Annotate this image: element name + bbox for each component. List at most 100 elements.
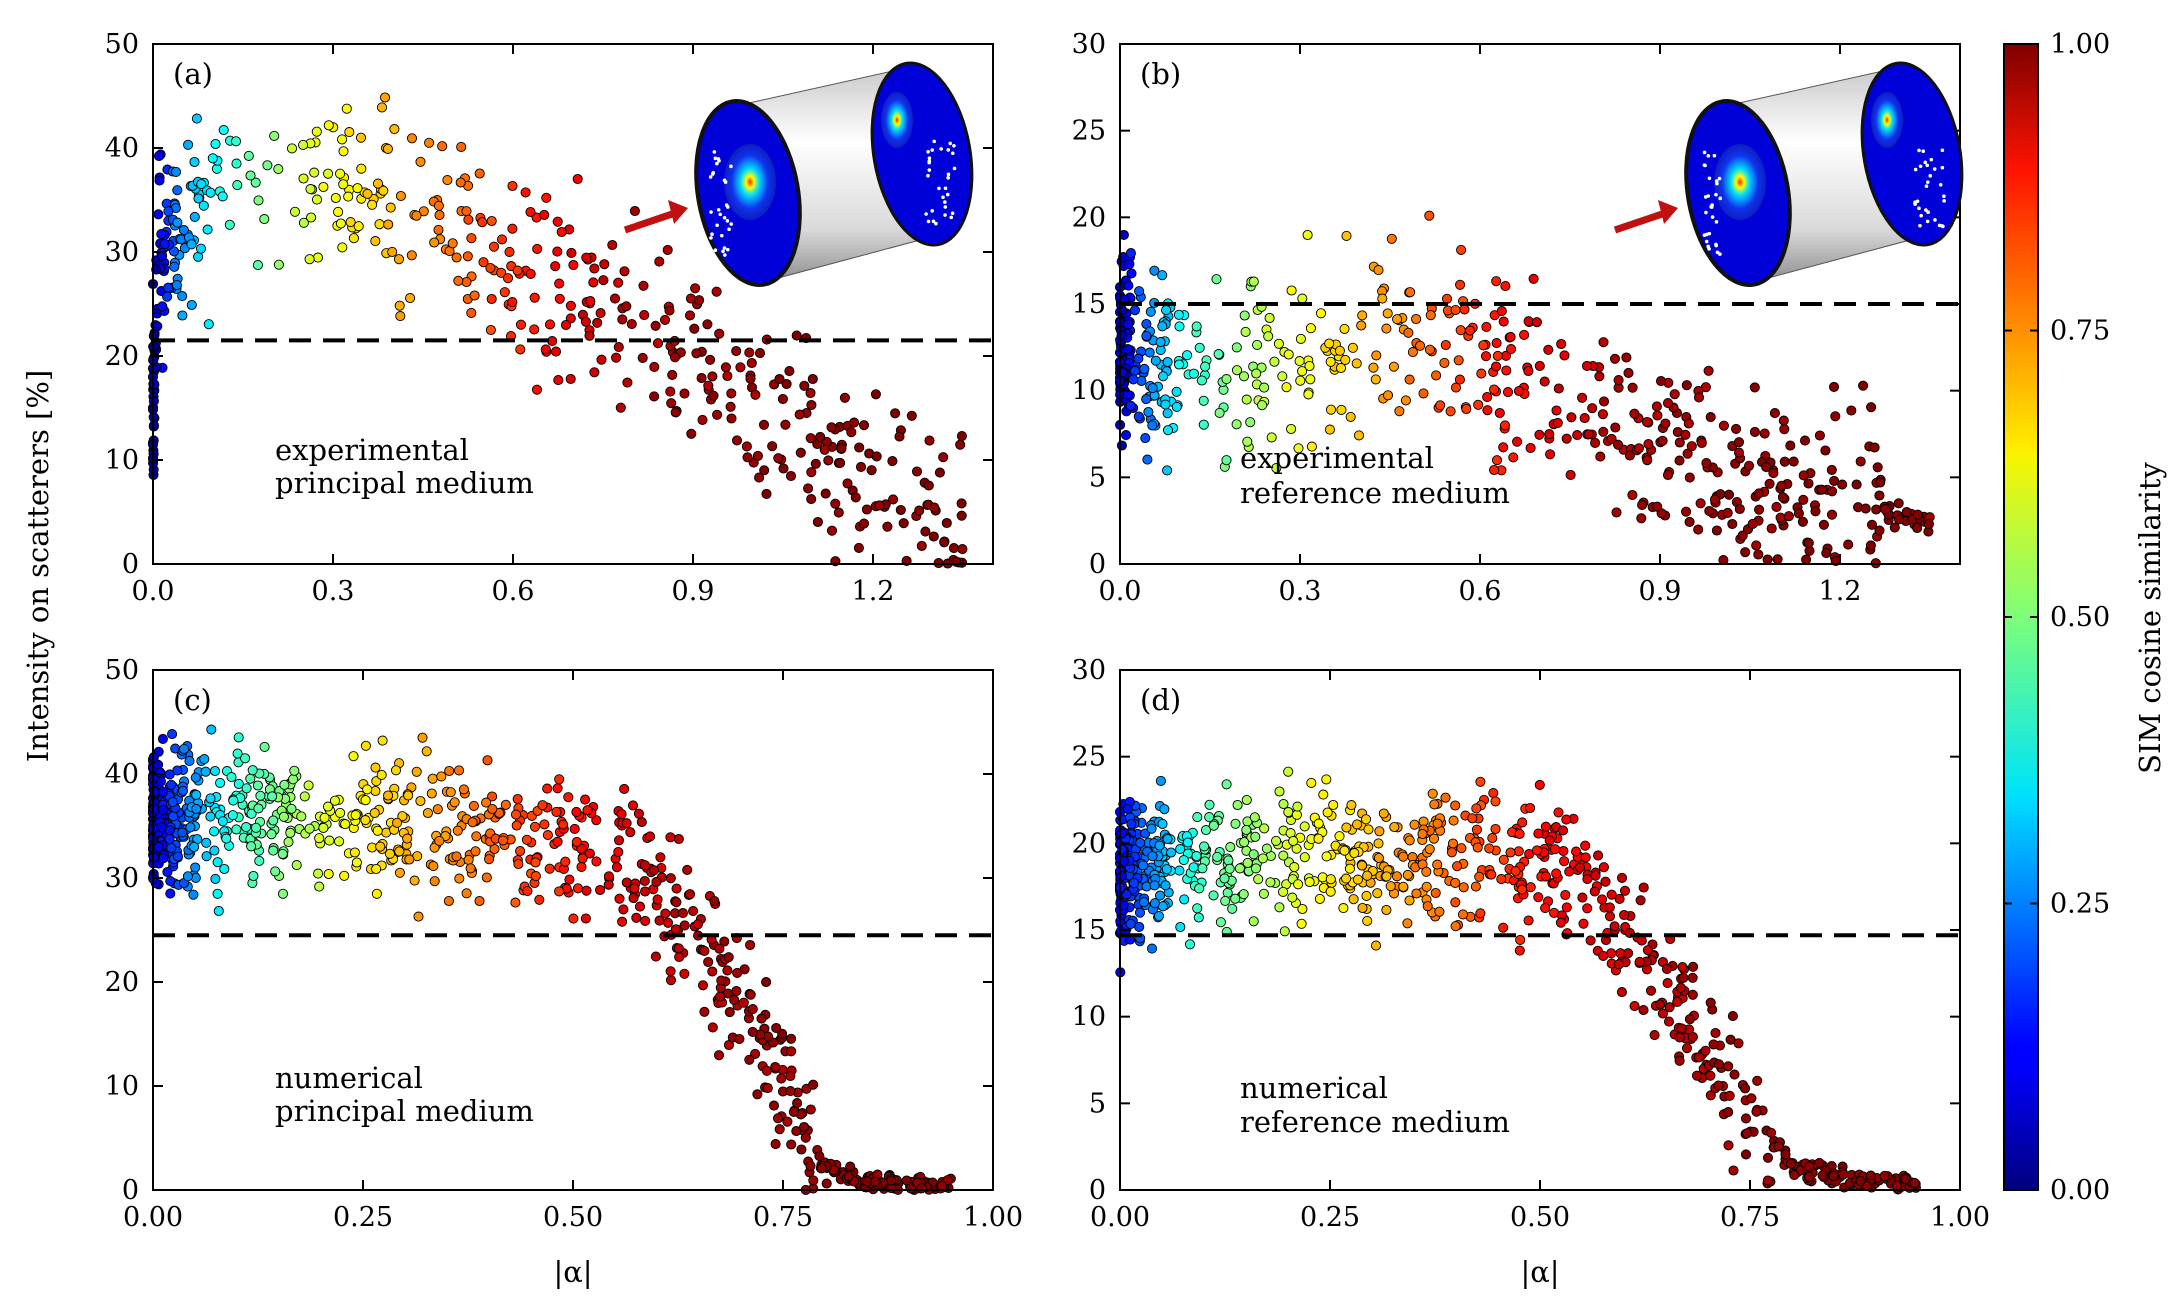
data-point [1558, 845, 1569, 857]
data-point [186, 239, 197, 250]
data-point [1645, 985, 1657, 996]
y-tick-label: 0 [122, 1175, 139, 1206]
data-point [1125, 400, 1136, 411]
data-point [1514, 945, 1525, 956]
data-point [1912, 509, 1923, 520]
data-point [1116, 440, 1127, 451]
data-point [1627, 489, 1638, 501]
data-point [1122, 343, 1133, 355]
data-point [515, 344, 526, 355]
data-point [1475, 776, 1486, 787]
data-point [752, 450, 763, 461]
data-point [190, 862, 201, 873]
data-point [240, 753, 251, 764]
data-point [149, 804, 160, 815]
data-point [1559, 350, 1570, 361]
data-point [1606, 433, 1617, 444]
data-point [1746, 1093, 1757, 1104]
data-point [1759, 428, 1770, 439]
inset-scatterer-dot [1942, 199, 1946, 203]
y-tick-label: 10 [105, 1071, 139, 1102]
data-point [383, 790, 394, 801]
data-point [1737, 530, 1748, 541]
inset-back-speckle [881, 92, 913, 148]
inset-scatterer-dot [721, 249, 725, 254]
data-point [617, 314, 628, 325]
data-point [1557, 825, 1569, 836]
data-point [169, 261, 180, 272]
data-point [1149, 880, 1160, 891]
data-point [1652, 410, 1663, 421]
data-point [1431, 370, 1442, 381]
data-point [163, 206, 174, 217]
data-point [212, 888, 223, 899]
data-point [800, 1132, 811, 1143]
data-point [1598, 862, 1609, 873]
data-point [1492, 350, 1503, 361]
data-point [1749, 426, 1760, 437]
data-point [564, 874, 575, 885]
data-point [1402, 918, 1413, 929]
data-point [1875, 477, 1886, 488]
data-point [1657, 1008, 1668, 1019]
data-point [726, 413, 737, 424]
data-point [1157, 321, 1168, 332]
data-point [1912, 522, 1923, 534]
data-point [1705, 412, 1716, 423]
data-point [1771, 501, 1782, 512]
data-point [1595, 451, 1606, 462]
data-point [362, 784, 373, 795]
data-point [770, 1139, 781, 1150]
data-point [1257, 400, 1268, 411]
data-point [1191, 851, 1202, 862]
data-point [466, 307, 477, 318]
data-point [1476, 368, 1487, 379]
data-point [231, 824, 242, 835]
data-point [645, 831, 656, 842]
inset-scatterer-dot [1925, 219, 1930, 224]
data-point [1391, 871, 1403, 882]
data-point [209, 845, 220, 856]
data-point [217, 191, 228, 202]
data-point [164, 833, 175, 845]
panel-a-annotation-line2: principal medium [275, 466, 534, 500]
data-point [335, 807, 346, 818]
data-point [1723, 1107, 1734, 1118]
data-point [1681, 506, 1692, 517]
data-point [796, 1144, 807, 1155]
data-point [1662, 398, 1674, 409]
data-point [565, 300, 576, 311]
data-point [582, 805, 593, 816]
data-point [436, 771, 447, 782]
data-point [780, 419, 791, 430]
data-point [686, 428, 697, 439]
inset-scatterer-dot [722, 215, 727, 220]
data-point [182, 871, 193, 882]
data-point [1348, 894, 1359, 905]
data-point [745, 989, 756, 1000]
data-point [1263, 331, 1274, 342]
data-point [178, 225, 189, 236]
data-point [699, 945, 710, 956]
data-point [565, 373, 576, 384]
data-point [702, 319, 713, 330]
colorbar-tick-label: 1.00 [2050, 29, 2110, 60]
data-point [378, 185, 389, 196]
data-point [1684, 1014, 1695, 1025]
data-point [374, 219, 385, 230]
data-point [288, 774, 299, 785]
data-point [1341, 230, 1352, 241]
data-point [462, 251, 473, 262]
inset-scatterer-dot [1917, 206, 1921, 211]
data-point [1274, 786, 1285, 797]
data-point [855, 461, 867, 472]
data-point [1293, 443, 1304, 454]
data-point [1418, 388, 1429, 399]
data-point [542, 783, 553, 794]
data-point [776, 1073, 787, 1084]
data-point [1556, 338, 1567, 350]
x-tick-label: 0.6 [1459, 576, 1502, 607]
data-point [1314, 893, 1325, 904]
data-point [738, 997, 749, 1008]
inset-scatterer-dot [1923, 160, 1928, 165]
